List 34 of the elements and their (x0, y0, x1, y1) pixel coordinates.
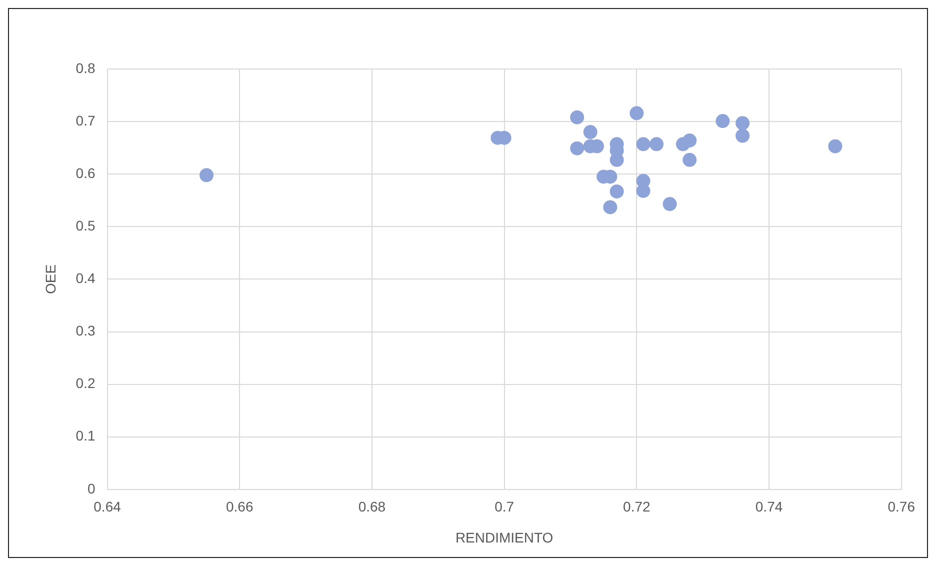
point (716, 114, 730, 128)
point (736, 128, 750, 143)
point (828, 139, 842, 154)
y-tick-label: 0.6 (76, 164, 96, 181)
point (736, 116, 750, 130)
point (570, 141, 584, 156)
y-tick-label: 0.2 (76, 375, 96, 392)
point (662, 197, 677, 212)
y-tick-label: 0.1 (76, 428, 96, 444)
point (603, 200, 618, 214)
y-tick-label: 0.7 (76, 112, 96, 128)
point (583, 125, 598, 140)
y-tick-label: 0.3 (76, 322, 96, 339)
x-tick-label: 0.76 (888, 498, 916, 515)
x-tick-label: 0.7 (494, 498, 514, 515)
point (636, 137, 650, 152)
x-tick-label: 0.72 (623, 498, 651, 515)
point (682, 133, 697, 148)
x-tick-label: 0.74 (755, 498, 783, 515)
x-axis-title: RENDIMIENTO (455, 529, 554, 546)
point (630, 106, 644, 120)
y-axis-title: OEE (42, 264, 58, 294)
point (682, 152, 697, 167)
y-tick-label: 0.5 (76, 218, 96, 234)
y-tick-label: 0.8 (76, 60, 96, 76)
point (570, 110, 584, 124)
point (610, 184, 624, 198)
point (650, 137, 664, 152)
x-tick-label: 0.68 (358, 498, 386, 515)
y-tick-label: 0.4 (76, 270, 96, 286)
y-tick-label: 0 (87, 480, 96, 496)
point (200, 168, 214, 182)
x-tick-label: 0.66 (226, 498, 254, 515)
x-tick-label: 0.64 (94, 498, 122, 515)
